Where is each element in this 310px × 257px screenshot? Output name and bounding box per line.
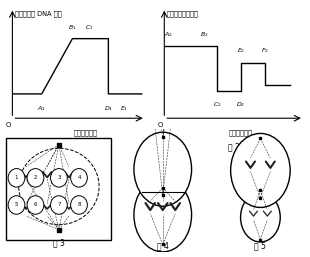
Text: 图 5: 图 5 [255,242,266,251]
Text: $A_2$: $A_2$ [164,30,173,39]
Text: 4: 4 [77,175,81,180]
Text: 2: 2 [34,175,37,180]
Circle shape [8,196,25,214]
Text: $F_2$: $F_2$ [261,46,269,55]
Text: 8: 8 [77,203,81,207]
Text: O: O [6,122,11,128]
Text: $C_1$: $C_1$ [85,23,94,32]
Text: 图 2: 图 2 [228,143,240,152]
Text: 1: 1 [15,175,18,180]
Text: $C_2$: $C_2$ [213,100,222,109]
Text: 5: 5 [15,203,18,207]
Circle shape [51,169,67,187]
Text: 每条染色体 DNA 含量: 每条染色体 DNA 含量 [15,10,62,16]
Text: 细胞分裂时期: 细胞分裂时期 [74,129,98,136]
Text: 6: 6 [34,203,37,207]
Circle shape [71,169,87,187]
Text: 图 3: 图 3 [53,238,65,247]
Text: $B_1$: $B_1$ [68,23,77,32]
Circle shape [231,133,290,207]
Text: 3: 3 [57,175,61,180]
Text: O: O [157,122,163,128]
Text: $B_2$: $B_2$ [201,30,209,39]
Text: $E_2$: $E_2$ [237,46,245,55]
Text: $D_2$: $D_2$ [237,100,246,109]
Text: $E_1$: $E_1$ [120,104,129,113]
Circle shape [71,196,87,214]
Circle shape [134,132,192,206]
Text: 图 4: 图 4 [157,242,169,251]
Circle shape [241,193,280,242]
Text: 细胞核中染色体数: 细胞核中染色体数 [167,10,199,16]
Circle shape [51,196,67,214]
FancyBboxPatch shape [7,138,111,240]
Text: $A_1$: $A_1$ [37,104,46,113]
Text: 图 1: 图 1 [73,143,85,152]
Circle shape [8,169,25,187]
Text: 7: 7 [57,203,61,207]
Text: 细胞分裂时期: 细胞分裂时期 [229,129,253,136]
Circle shape [27,169,44,187]
Circle shape [27,196,44,214]
Circle shape [134,178,192,252]
Text: $D_1$: $D_1$ [104,104,113,113]
